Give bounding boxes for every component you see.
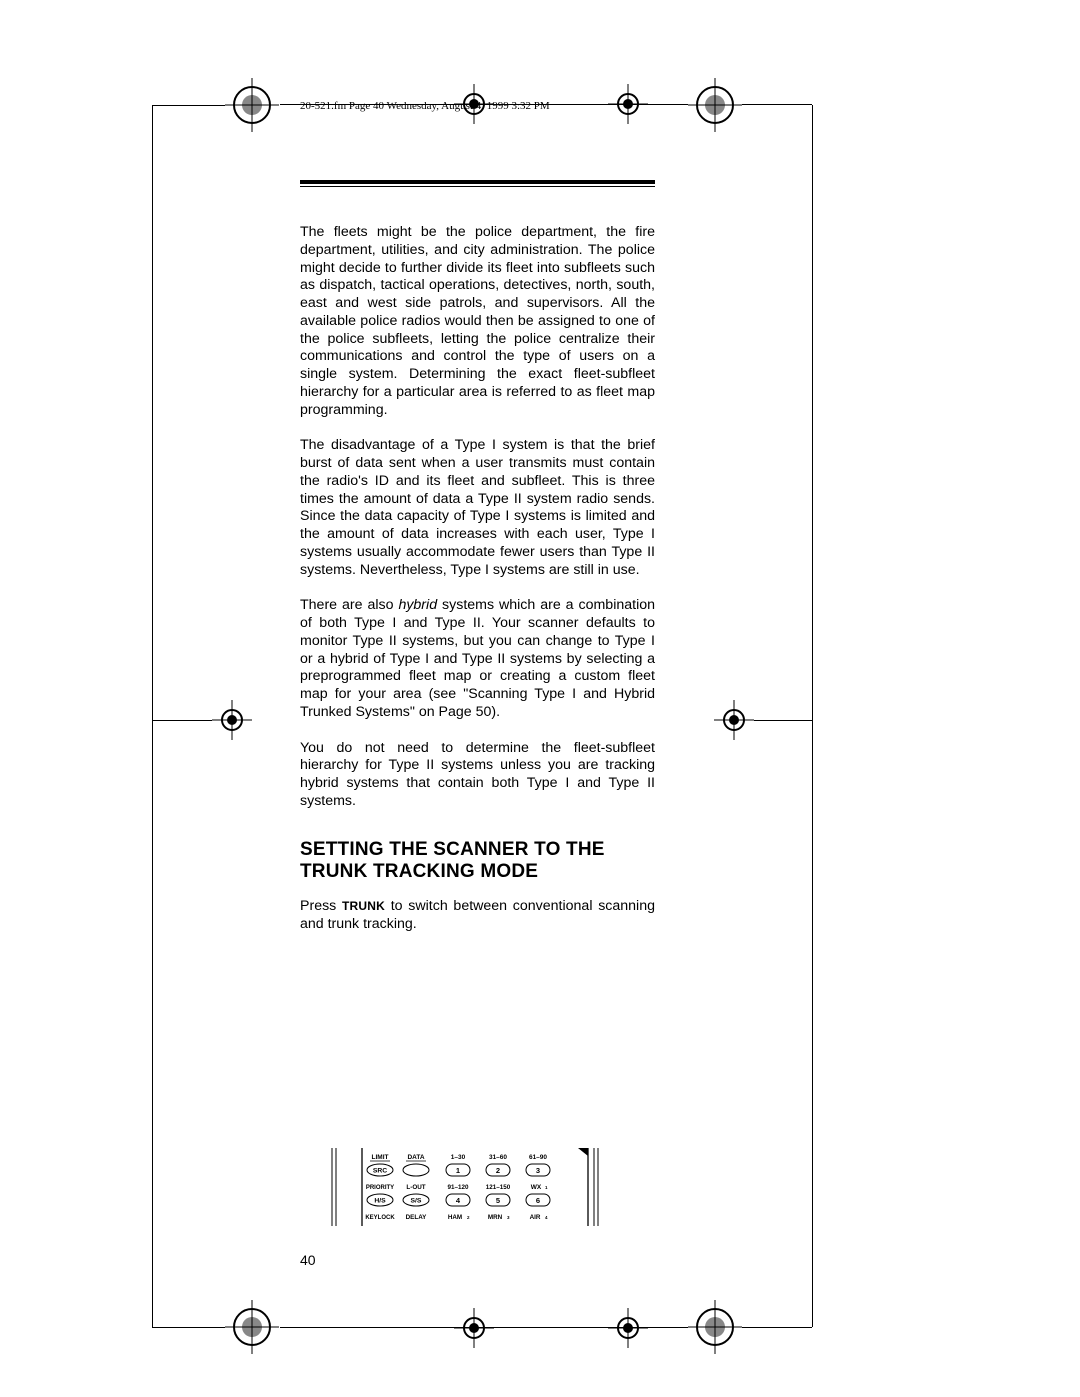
reg-mark-icon — [608, 1308, 648, 1348]
content-column: The fleets might be the police departmen… — [300, 210, 655, 934]
svg-text:2: 2 — [496, 1166, 500, 1175]
crop-line — [152, 105, 153, 625]
crop-line — [742, 104, 812, 105]
crop-line — [152, 1250, 153, 1327]
reg-mark-icon — [454, 1308, 494, 1348]
crop-line — [152, 625, 153, 720]
crop-line — [280, 1327, 688, 1328]
reg-mark-icon — [212, 700, 252, 740]
svg-text:WX: WX — [531, 1184, 542, 1191]
svg-text:DATA: DATA — [407, 1154, 424, 1161]
svg-text:1: 1 — [545, 1185, 548, 1190]
page-header-text: 20-521.fm Page 40 Wednesday, August 4, 1… — [300, 100, 550, 112]
crop-line — [812, 1250, 813, 1327]
crop-line — [754, 720, 812, 721]
crop-line — [280, 104, 688, 105]
svg-text:L-OUT: L-OUT — [406, 1184, 425, 1191]
crop-line — [152, 720, 212, 721]
svg-text:S/S: S/S — [411, 1198, 422, 1205]
svg-text:91–120: 91–120 — [447, 1184, 469, 1191]
crop-line — [152, 105, 225, 106]
svg-text:PRIORITY: PRIORITY — [366, 1185, 394, 1191]
keypad-illustration: LIMIT DATA 1–30 31–60 61–90 SRC 1 2 3 PR… — [330, 1148, 610, 1226]
section-title: SETTING THE SCANNER TO THE TRUNK TRACKIN… — [300, 839, 655, 885]
crop-line — [812, 720, 813, 1250]
svg-text:HAM: HAM — [448, 1214, 462, 1221]
reg-mark-icon — [225, 78, 279, 132]
p3-tail: systems which are a combination of both … — [300, 597, 655, 720]
paragraph-3: There are also hybrid systems which are … — [300, 597, 655, 721]
svg-text:AIR: AIR — [530, 1214, 541, 1221]
paragraph-1: The fleets might be the police departmen… — [300, 224, 655, 419]
svg-text:KEYLOCK: KEYLOCK — [365, 1215, 395, 1221]
svg-text:31–60: 31–60 — [489, 1154, 507, 1161]
crop-line — [152, 1327, 225, 1328]
reg-mark-icon — [688, 78, 742, 132]
press-key: TRUNK — [342, 899, 385, 913]
svg-text:3: 3 — [507, 1215, 510, 1220]
crop-line — [152, 720, 153, 1250]
reg-mark-icon — [714, 700, 754, 740]
press-line: Press TRUNK to switch between convention… — [300, 898, 655, 934]
svg-text:4: 4 — [545, 1215, 548, 1220]
svg-text:LIMIT: LIMIT — [372, 1154, 389, 1161]
paragraph-4: You do not need to determine the fleet-s… — [300, 740, 655, 811]
svg-text:3: 3 — [536, 1166, 540, 1175]
svg-text:6: 6 — [536, 1196, 540, 1205]
p3-italic: hybrid — [398, 597, 437, 613]
svg-text:2: 2 — [467, 1215, 470, 1220]
header-rule — [300, 180, 655, 187]
svg-text:DELAY: DELAY — [406, 1214, 428, 1221]
reg-mark-icon — [225, 1300, 279, 1354]
svg-text:1–30: 1–30 — [451, 1154, 466, 1161]
p3-lead: There are also — [300, 597, 398, 613]
reg-mark-icon — [688, 1300, 742, 1354]
crop-line — [742, 1327, 812, 1328]
crop-line — [812, 105, 813, 625]
press-lead: Press — [300, 898, 342, 914]
svg-text:SRC: SRC — [373, 1168, 387, 1175]
page: 20-521.fm Page 40 Wednesday, August 4, 1… — [0, 0, 1080, 1397]
svg-text:1: 1 — [456, 1166, 460, 1175]
svg-text:H/S: H/S — [374, 1198, 386, 1205]
paragraph-2: The disadvantage of a Type I system is t… — [300, 437, 655, 579]
svg-text:MRN: MRN — [488, 1214, 503, 1221]
svg-text:121–150: 121–150 — [486, 1184, 511, 1191]
svg-text:5: 5 — [496, 1196, 500, 1205]
page-number: 40 — [300, 1252, 316, 1268]
crop-line — [812, 625, 813, 720]
svg-text:61–90: 61–90 — [529, 1154, 547, 1161]
